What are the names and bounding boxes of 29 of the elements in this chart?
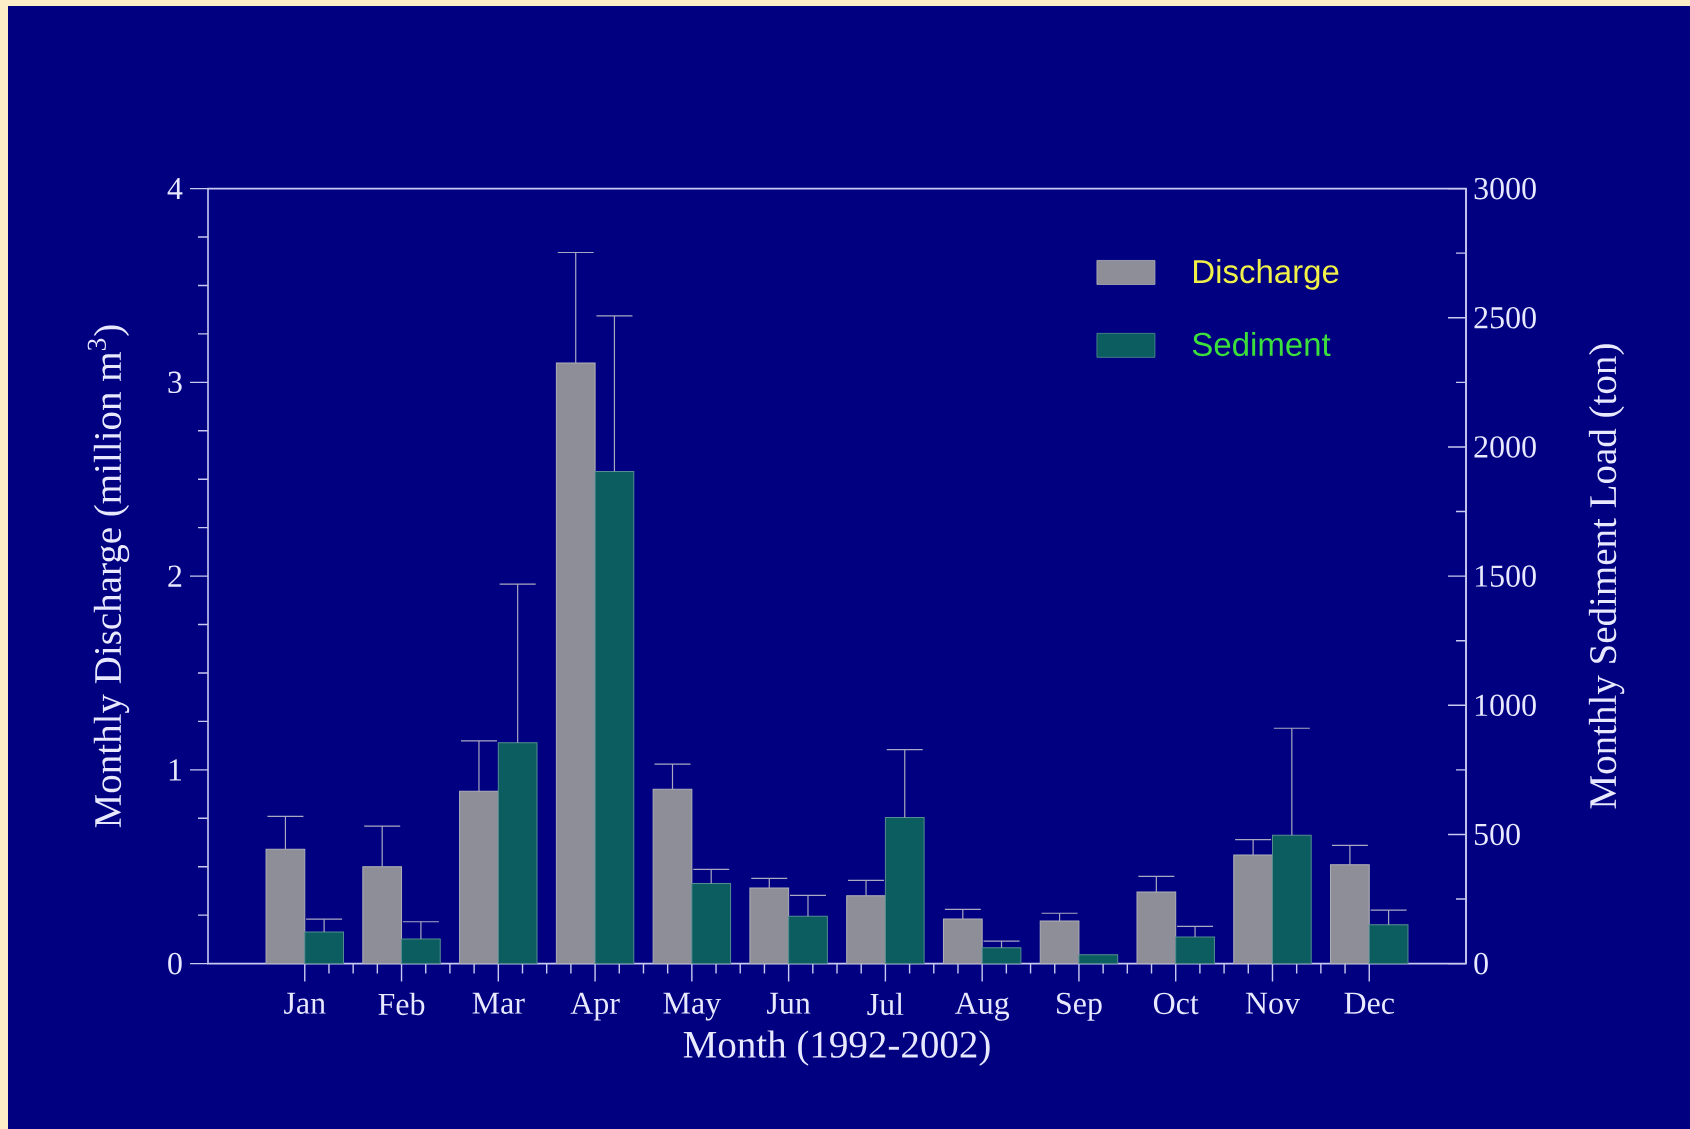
y2-tick-label: 2500 bbox=[1474, 306, 1536, 329]
y-tick-label: 0 bbox=[168, 952, 182, 975]
x-tick-label: Jan bbox=[284, 992, 326, 1014]
y2-tick-label: 0 bbox=[1474, 952, 1488, 975]
x-tick-label: Mar bbox=[472, 992, 525, 1014]
x-tick-label: Feb bbox=[378, 992, 425, 1016]
y-tick-label: 2 bbox=[168, 565, 182, 587]
x-tick-label: Sep bbox=[1057, 992, 1102, 1021]
y2-tick-label: 1000 bbox=[1475, 694, 1536, 717]
x-tick-label: Apr bbox=[570, 992, 620, 1021]
y-tick-label: 4 bbox=[167, 178, 183, 200]
y2-tick-label: 3000 bbox=[1474, 177, 1536, 200]
x-tick-label: Jul bbox=[867, 992, 904, 1016]
x-tick-label: Jun bbox=[767, 992, 811, 1014]
x-tick-label: May bbox=[663, 992, 722, 1021]
y-tick-label: 3 bbox=[168, 371, 182, 394]
y-tick-label: 1 bbox=[169, 759, 182, 781]
y2-axis-title: Monthly Sediment Load (ton) bbox=[1588, 344, 1625, 809]
x-tick-label: Oct bbox=[1153, 992, 1199, 1015]
legend-label: Discharge bbox=[1194, 259, 1339, 290]
y2-tick-label: 2000 bbox=[1474, 436, 1536, 458]
legend-label: Sediment bbox=[1192, 331, 1331, 357]
x-tick-label: Nov bbox=[1245, 992, 1301, 1014]
y-axis-title: Monthly Discharge (million m$^{3}$) bbox=[87, 325, 130, 828]
x-axis-title: Month (1992-2002) bbox=[683, 1030, 990, 1066]
x-tick-label: Dec bbox=[1344, 992, 1395, 1014]
y2-tick-label: 500 bbox=[1474, 823, 1520, 846]
y2-tick-label: 1500 bbox=[1475, 565, 1536, 587]
x-tick-label: Aug bbox=[954, 992, 1010, 1021]
